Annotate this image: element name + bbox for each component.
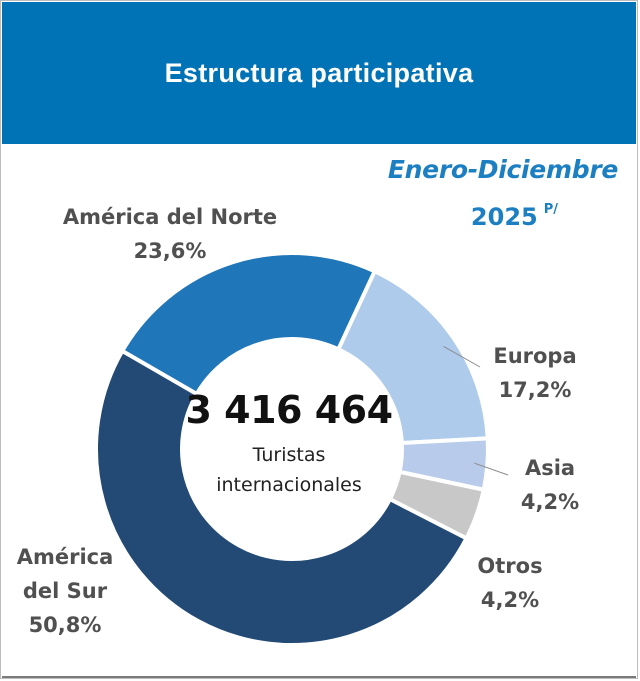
label-europa: Europa 17,2%	[480, 339, 590, 407]
unit-line1: Turistas	[252, 444, 326, 466]
label-name: Otros	[477, 554, 543, 578]
label-asia: Asia 4,2%	[505, 451, 595, 519]
unit-line2: internacionales	[216, 474, 362, 496]
label-name-line1: América	[16, 545, 114, 569]
total-tourists: 3 416 464	[185, 388, 393, 432]
bottom-divider	[2, 676, 636, 678]
total-unit: Turistas internacionales	[160, 440, 418, 500]
slice-europa	[335, 268, 490, 446]
label-name: América del Norte	[62, 205, 278, 229]
period-range: Enero-Diciembre	[387, 155, 618, 184]
label-pct: 23,6%	[133, 239, 207, 263]
chart-title: Estructura participativa	[164, 57, 474, 88]
label-name: Europa	[493, 344, 577, 368]
label-name-line2: del Sur	[22, 579, 108, 603]
slice-america-del-sur	[94, 348, 470, 647]
preliminary-note: P/	[543, 202, 558, 217]
period-year: 2025	[470, 203, 538, 231]
header-banner: Estructura participativa	[2, 2, 636, 144]
leader-line-asia	[474, 462, 509, 476]
label-america-del-sur: América del Sur 50,8%	[10, 540, 120, 642]
label-pct: 17,2%	[498, 378, 572, 402]
label-pct: 4,2%	[520, 490, 580, 514]
slice-america-del-norte	[119, 251, 378, 397]
label-otros: Otros 4,2%	[460, 549, 560, 617]
label-name: Asia	[524, 456, 576, 480]
period-label: Enero-Diciembre 2025 P/	[388, 150, 618, 237]
label-pct: 4,2%	[480, 588, 540, 612]
label-pct: 50,8%	[28, 613, 102, 637]
leader-line-europa	[443, 346, 481, 368]
label-america-del-norte: América del Norte 23,6%	[30, 200, 310, 268]
period-year-line: 2025 P/	[388, 190, 618, 237]
